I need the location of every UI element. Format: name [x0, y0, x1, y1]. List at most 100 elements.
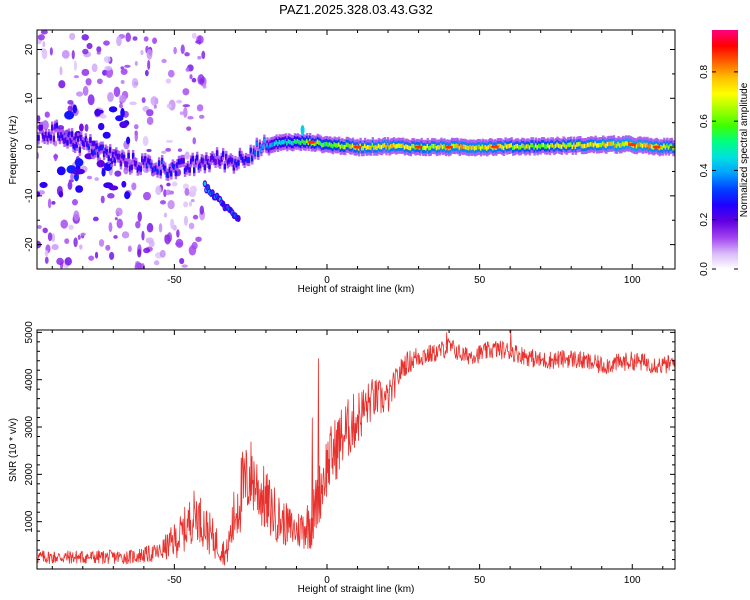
spectrogram-ridge-core — [444, 145, 448, 151]
spectrogram-noise-blob — [119, 95, 127, 104]
spectrogram-ridge-core — [484, 145, 487, 150]
spectrogram-noise-blob — [73, 75, 79, 79]
spectrogram-noise-blob — [94, 177, 100, 182]
spectrogram-ridge-core — [547, 143, 550, 148]
spectrogram-ridge-core — [273, 141, 277, 147]
spectrogram-ridge-core — [562, 142, 565, 147]
spectrogram-ridge-core — [362, 145, 365, 151]
spectrogram-noise-blob — [98, 239, 105, 247]
spectrogram-ridge-core — [52, 136, 55, 141]
spectrogram-noise-blob — [64, 257, 72, 266]
spectrogram-ridge-core — [102, 151, 106, 157]
spectrogram-ridge-core — [588, 142, 591, 148]
spectrogram-ridge-core — [264, 144, 268, 149]
snr-y-tick-label: 1000 — [24, 510, 35, 533]
spectrogram-y-tick-label: 0 — [24, 144, 35, 150]
spectrogram-noise-blob — [196, 104, 204, 112]
spectrogram-ridge-core — [275, 140, 278, 145]
spectrogram-ridge-core — [589, 141, 593, 147]
spectrogram-ridge-core — [664, 145, 668, 150]
spectrogram-ridge-core — [173, 164, 176, 170]
spectrogram-ridge-core — [508, 143, 512, 149]
spectrogram-ridge-core — [182, 158, 185, 163]
spectrogram-noise-blob — [188, 245, 197, 256]
spectrogram-ridge-core — [527, 144, 530, 149]
spectrogram-ridge-core — [431, 143, 434, 149]
spectrogram-ridge-core — [203, 165, 207, 170]
spectrogram-noise-blob — [77, 234, 81, 240]
spectrogram-ridge-core — [176, 162, 179, 168]
spectrogram-noise-blob — [191, 32, 197, 39]
spectrogram-ridge-core — [188, 167, 191, 173]
spectrogram-ridge-core — [344, 144, 347, 150]
spectrogram-noise-blob — [115, 207, 123, 216]
spectrogram-ridge-core — [38, 125, 42, 131]
spectrogram-noise-blob — [86, 42, 93, 50]
spectrogram-ridge-core — [44, 132, 48, 137]
snr-x-tick-label: 100 — [624, 575, 641, 586]
spectrogram-ridge-core — [377, 143, 381, 149]
spectrogram-ridge-core — [661, 145, 664, 150]
spectrogram-ridge-core — [525, 144, 529, 149]
spectrogram-peak — [628, 143, 637, 147]
spectrogram-ridge-core — [599, 142, 602, 148]
spectrogram-ridge-core — [428, 146, 431, 151]
spectrogram-noise-blob — [153, 260, 160, 266]
spectrogram-ridge-core — [553, 144, 556, 150]
spectrogram-ridge-core — [411, 143, 414, 149]
spectrogram-noise-blob — [165, 147, 172, 152]
spectrogram-noise-blob — [144, 69, 149, 77]
snr-frame — [36, 329, 676, 570]
spectrogram-ridge-core — [406, 144, 410, 150]
spectrogram-ridge-core — [80, 135, 83, 141]
spectrogram-ridge-core — [544, 144, 547, 149]
spectrogram-ridge-core — [672, 145, 675, 151]
spectrogram-ridge-core — [505, 144, 509, 149]
spectrogram-noise-blob — [82, 48, 89, 55]
snr-y-tick-label: 4000 — [24, 368, 35, 391]
spectrogram-ridge-core — [267, 145, 271, 150]
spectrogram-ridge-core — [104, 148, 107, 153]
spectrogram-ridge-core — [338, 142, 341, 147]
spectrogram-ridge-core — [623, 142, 626, 147]
spectrogram-ridge-core — [48, 132, 51, 138]
spectrogram-noise-blob — [179, 257, 185, 265]
spectrogram-noise-blob — [71, 199, 78, 206]
spectrogram-noise-blob — [188, 201, 193, 207]
spectrogram-ridge-core — [597, 143, 600, 148]
spectrogram-ridge-core — [177, 159, 181, 165]
spectrogram-noise-blob — [184, 52, 190, 57]
spectrogram-ridge-core — [585, 143, 588, 149]
spectrogram-noise-blob — [82, 85, 89, 96]
spectrogram-noise-blob — [120, 107, 125, 118]
spectrogram-ridge-core — [334, 143, 338, 148]
spectrogram-ridge-core — [153, 166, 156, 172]
spectrogram-ridge-core — [232, 165, 236, 170]
spectrogram-ridge-core — [557, 143, 561, 148]
spectrogram-ridge-core — [64, 137, 68, 143]
spectrogram-ridge-core — [189, 159, 193, 164]
spectrogram-ridge-core — [470, 145, 474, 151]
spectrogram-noise-blob — [76, 91, 84, 97]
spectrogram-ridge-core — [72, 143, 75, 149]
spectrogram-ridge-core — [41, 133, 45, 138]
spectrogram-ridge-core — [475, 145, 478, 150]
spectrogram-marks — [37, 30, 675, 269]
spectrogram-ridge-core — [318, 140, 321, 145]
colorbar-tick-label: 0.4 — [699, 163, 710, 177]
spectrogram-ridge-core — [150, 163, 153, 168]
spectrogram-ridge-core — [363, 143, 367, 149]
spectrogram-noise-blob — [119, 103, 123, 109]
spectrogram-ridge-core — [144, 156, 147, 162]
spectrogram-noise-blob — [96, 51, 101, 55]
spectrogram-ridge-core — [486, 146, 489, 151]
spectrogram-ridge-core — [77, 136, 80, 142]
colorbar-tick-label: 0.0 — [699, 262, 710, 276]
spectrogram-ridge-core — [235, 162, 239, 167]
spectrogram-ridge-core — [624, 141, 628, 146]
spectrogram-ridge-core — [437, 145, 440, 150]
spectrogram-ridge-core — [524, 145, 527, 150]
spectrogram-noise-blob — [92, 216, 99, 222]
spectrogram-ridge-core — [118, 154, 121, 160]
spectrogram-ridge-core — [397, 143, 400, 148]
